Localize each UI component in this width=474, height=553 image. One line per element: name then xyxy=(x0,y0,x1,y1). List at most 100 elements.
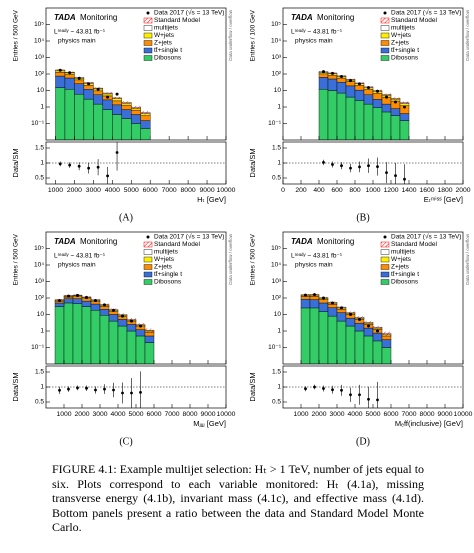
stack-bar xyxy=(318,73,329,78)
legend-label: Standard Model xyxy=(391,241,437,248)
y-tick-label: 10⁵ xyxy=(271,21,281,28)
sm-uncertainty xyxy=(112,96,122,100)
ratio-point xyxy=(403,177,406,181)
stack-bar xyxy=(336,92,347,140)
main-plot xyxy=(55,68,151,140)
ratio-point xyxy=(68,163,72,167)
stack-bar xyxy=(74,83,85,95)
y-axis-label: Entries / 500 GeV xyxy=(13,233,20,285)
ratio-y-tick-label: 1.5 xyxy=(272,369,281,376)
legend-marker xyxy=(383,11,387,15)
luminosity: Lʳᵉᵃᵈʸ ~ 43.81 fb⁻¹ xyxy=(54,29,106,36)
ratio-y-tick-label: 1.5 xyxy=(35,369,44,376)
data-point xyxy=(304,293,307,297)
status: Monitoring xyxy=(80,237,117,246)
ratio-point xyxy=(112,388,115,392)
stack-bar xyxy=(144,342,155,364)
stack-bar xyxy=(83,98,94,140)
x-tick-label: 10000 xyxy=(217,187,236,194)
legend-label: Data 2017 (√s = 13 TeV) xyxy=(154,233,224,241)
x-tick-label: 4000 xyxy=(347,411,362,418)
legend-label: Data 2017 (√s = 13 TeV) xyxy=(391,233,461,241)
ratio-point xyxy=(77,164,81,168)
y-tick-label: 10⁴ xyxy=(34,262,44,269)
side-note: Data underflow / overflow xyxy=(465,9,470,61)
data-point xyxy=(77,76,81,80)
legend-label: Standard Model xyxy=(154,17,200,24)
x-tick-label: 8000 xyxy=(419,411,434,418)
stack-bar xyxy=(372,92,383,100)
stack-bar xyxy=(112,114,122,140)
stack-bar xyxy=(336,320,347,364)
panel-label: (B) xyxy=(356,212,369,223)
x-tick-label: 1400 xyxy=(401,187,416,194)
ratio-point xyxy=(349,393,352,397)
data-point xyxy=(394,100,397,104)
y-tick-label: 10³ xyxy=(35,54,45,61)
panel: 10⁻¹ 1 10 10² 10³ 10⁴ 10⁵ 0.5 1 1.5 0 200 400 600 800 1… xyxy=(248,7,471,223)
stack-bar xyxy=(345,85,356,98)
stack-bar xyxy=(309,296,320,300)
data-point xyxy=(358,82,361,86)
stack-bar xyxy=(117,325,128,364)
y-tick-label: 10² xyxy=(272,295,282,302)
stack-bar xyxy=(131,109,141,115)
legend-marker xyxy=(146,235,150,239)
data-point xyxy=(139,324,142,328)
stack-bar xyxy=(108,320,119,364)
panel-label: (A) xyxy=(119,212,133,223)
legend-swatch xyxy=(143,40,153,46)
data-point xyxy=(358,317,361,321)
y-tick-label: 10⁵ xyxy=(34,21,44,28)
y-tick-label: 10⁻¹ xyxy=(268,344,282,351)
data-point xyxy=(94,299,97,303)
ratio-plot xyxy=(283,157,463,184)
legend-swatch xyxy=(143,25,153,31)
stack-bar xyxy=(81,298,92,302)
stack-bar xyxy=(54,306,65,364)
stack-bar xyxy=(345,81,356,87)
legend-marker xyxy=(383,235,387,239)
stream: physics main xyxy=(295,262,333,269)
stack-bar xyxy=(140,128,151,140)
stack-bar xyxy=(399,113,410,121)
x-tick-label: 7000 xyxy=(164,411,179,418)
data-point xyxy=(367,324,370,328)
stack-bar xyxy=(381,339,392,348)
legend-label: Dibosons xyxy=(391,55,419,62)
legend-swatch xyxy=(143,271,153,278)
stack-bar xyxy=(121,109,132,119)
y-tick-label: 10³ xyxy=(272,278,282,285)
stack-bar xyxy=(108,311,119,315)
stack-bar xyxy=(64,77,75,90)
y-tick-label: 10⁴ xyxy=(271,262,281,269)
y-tick-label: 10⁻¹ xyxy=(268,120,282,127)
legend-swatch xyxy=(380,271,390,278)
ratio-point xyxy=(106,174,109,178)
x-tick-label: 1000 xyxy=(48,187,63,194)
x-axis-label: Eₜᵐⁱˢˢ [GeV] xyxy=(424,195,463,204)
stack-bar xyxy=(63,302,74,364)
stack-bar xyxy=(102,99,113,110)
luminosity: Lʳᵉᵃᵈʸ ~ 43.81 fb⁻¹ xyxy=(54,253,106,260)
stack-bar xyxy=(363,327,374,337)
experiment: TADA xyxy=(54,13,76,22)
stack-bar xyxy=(354,330,365,364)
y-tick-label: 10⁻¹ xyxy=(31,120,45,127)
ratio-point xyxy=(58,162,62,166)
x-tick-label: 1600 xyxy=(419,187,434,194)
ratio-point xyxy=(67,387,70,391)
ratio-point xyxy=(58,388,61,392)
stack-bar xyxy=(144,335,155,343)
stack-bar xyxy=(354,89,365,101)
stack-bar xyxy=(309,299,320,309)
y-tick-label: 10³ xyxy=(35,278,45,285)
stack-bar xyxy=(108,314,119,322)
legend-swatch xyxy=(380,279,390,285)
panel-label: (D) xyxy=(356,436,370,447)
sm-uncertainty xyxy=(131,105,141,110)
x-tick-label: 200 xyxy=(295,187,307,194)
legend-swatch xyxy=(380,55,390,61)
ratio-point xyxy=(322,161,325,164)
stack-bar xyxy=(372,99,383,108)
